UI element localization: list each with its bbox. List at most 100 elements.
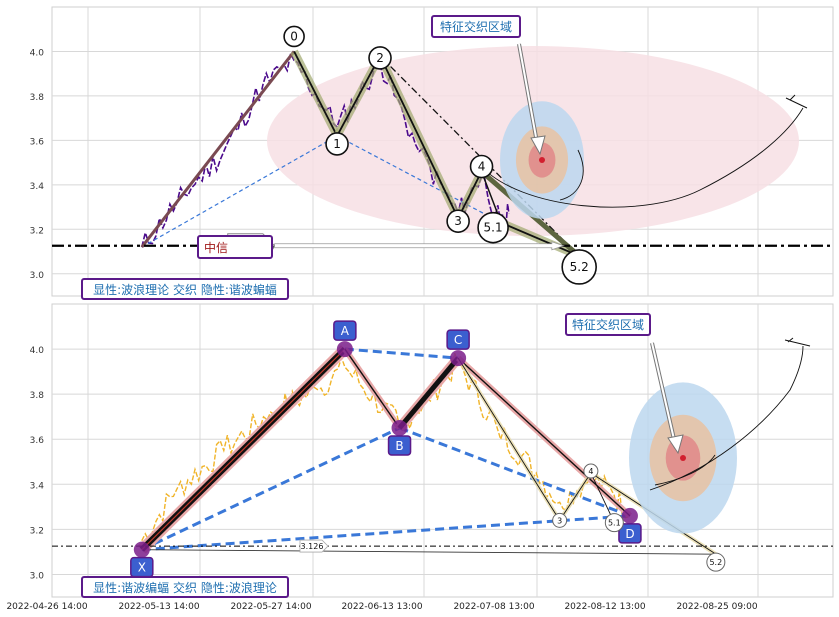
projection-curve: [654, 454, 716, 486]
pattern-point-dot: [133, 541, 150, 558]
wave-point-marker: [583, 463, 599, 479]
bottom-horizontal-line: 3.126: [52, 539, 833, 553]
zone-center: [680, 455, 686, 461]
zone-arrow-core: [518, 43, 539, 149]
x-tick-label: 2022-08-25 09:00: [676, 602, 757, 612]
wave-point-label: 4: [478, 160, 486, 174]
wave-line: [336, 55, 381, 137]
pattern-point-dot: [450, 350, 467, 367]
level-label: 3.126: [301, 542, 324, 551]
top-mode-label: 显性:波浪理论 交织 隐性:谐波蝙蝠: [81, 278, 289, 300]
y-tick-label: 3.0: [30, 571, 45, 581]
y-tick-label: 3.8: [30, 93, 45, 103]
leg-xa-core: [141, 348, 346, 551]
pattern-point-badge: [333, 320, 357, 341]
y-tick-label: 3.4: [30, 481, 45, 491]
bottom-mode-label-text: 显性:谐波编蝠 交织 隐性:波浪理论: [93, 580, 277, 595]
top-wave-lines: [140, 49, 581, 260]
wave-point-label: 1: [333, 137, 341, 151]
pattern-guide-line: [344, 347, 459, 360]
pattern-point-badge: [446, 329, 470, 350]
pattern-point-label: A: [341, 324, 350, 338]
pattern-guide-line: [141, 426, 401, 552]
y-tick-label: 3.2: [30, 526, 44, 536]
top-feature-zone: [479, 43, 808, 219]
bottom-mode-label: 显性:谐波编蝠 交织 隐性:波浪理论: [81, 576, 289, 598]
leg-cd-line: [457, 357, 631, 517]
pattern-point-label: X: [138, 561, 146, 575]
bottom-zone-label: 特征交织区域: [565, 313, 651, 336]
pattern-point-dot: [621, 507, 638, 524]
wave-point-marker: [325, 132, 349, 156]
leg-bc-line: [397, 356, 461, 430]
pattern-point-label: D: [625, 527, 634, 541]
leg-ab-line: [344, 348, 401, 429]
wave-point-marker: [446, 209, 470, 233]
bottom-dashed-guides: [141, 347, 716, 555]
top-wave-points: 0 1 2 3 4 5.1 5.2: [283, 25, 597, 285]
trend-line: [140, 50, 296, 249]
wave-point-marker: [283, 25, 305, 48]
x-tick-label: 2022-04-26 14:00: [6, 602, 87, 612]
bottom-zone-label-text: 特征交织区域: [572, 317, 644, 332]
pattern-point-badge: [387, 435, 412, 456]
y-tick-label: 3.6: [30, 436, 45, 446]
top-mode-label-text: 显性:波浪理论 交织 隐性:谐波蝙蝠: [93, 282, 277, 297]
x-tick-label: 2022-07-08 13:00: [453, 602, 534, 612]
pattern-point-label: C: [454, 333, 462, 347]
wave-line: [500, 221, 580, 257]
y-tick-label: 3.8: [30, 391, 45, 401]
top-yaxis: 3.0 3.2 3.4 3.6 3.8 4.0: [30, 48, 45, 280]
wave-point-label: 5.2: [570, 260, 589, 274]
zone-arrow-core: [651, 342, 677, 449]
wave-point-marker: [604, 513, 624, 533]
wave-point-marker: [561, 249, 597, 285]
x-tick-label: 2022-05-13 14:00: [118, 602, 199, 612]
x-tick-label: 2022-05-27 14:00: [230, 602, 311, 612]
projection-cap: [785, 94, 808, 109]
wave-point-label: 2: [376, 51, 384, 65]
wave-point-marker: [477, 211, 509, 244]
wave-point-label: 3: [557, 516, 562, 525]
bottom-panel: 3.0 3.2 3.4 3.6 3.8 4.0 3.126 X A B C D 3 4 5.1 5.2: [30, 303, 834, 598]
wave-point-marker: [469, 154, 494, 179]
wave-point-marker: [552, 512, 568, 528]
x-tick-label: 2022-06-13 13:00: [341, 602, 422, 612]
wave-line: [379, 55, 459, 219]
projection-curve: [479, 107, 804, 208]
pattern-point-badge: [618, 523, 642, 544]
top-mid-label: 中信: [197, 235, 273, 259]
guide-line: [141, 135, 338, 248]
pattern-point-dot: [391, 419, 408, 436]
top-zone-label: 特征交织区域: [431, 15, 521, 38]
bottom-pattern-lines: [137, 345, 717, 556]
pattern-point-label: B: [395, 439, 403, 453]
projection-curve: [559, 149, 584, 201]
projection-cap: [784, 337, 811, 347]
wave-point-label: 5.1: [608, 519, 621, 528]
wave-point-label: 5.2: [709, 558, 722, 567]
bottom-price-line: [141, 353, 631, 543]
x-axis: 2022-04-26 14:00 2022-05-13 14:00 2022-05-…: [6, 602, 757, 612]
wave-point-label: 0: [290, 29, 298, 43]
wave-point-marker: [706, 552, 726, 572]
bottom-feature-zone: [629, 337, 811, 534]
wave-point-label: 4: [588, 467, 593, 476]
level-label-box: [299, 539, 329, 553]
wave-line: [293, 51, 338, 137]
pattern-guide-line: [141, 514, 631, 552]
top-mid-label-text: 中信: [204, 240, 228, 255]
y-tick-label: 3.2: [30, 226, 44, 236]
y-tick-label: 4.0: [30, 48, 45, 58]
level-arrow: [274, 241, 565, 251]
y-tick-label: 3.0: [30, 271, 45, 281]
zone-center: [539, 157, 545, 163]
bottom-pattern-points: X A B C D 3 4 5.1 5.2: [130, 320, 726, 578]
wave-guide-line: [141, 549, 716, 555]
projection-curve: [649, 345, 804, 491]
wave-point-label: 3: [454, 214, 462, 228]
zone-arrow-head: [530, 135, 546, 156]
y-tick-label: 3.4: [30, 182, 45, 192]
top-zone-label-text: 特征交织区域: [440, 19, 512, 34]
